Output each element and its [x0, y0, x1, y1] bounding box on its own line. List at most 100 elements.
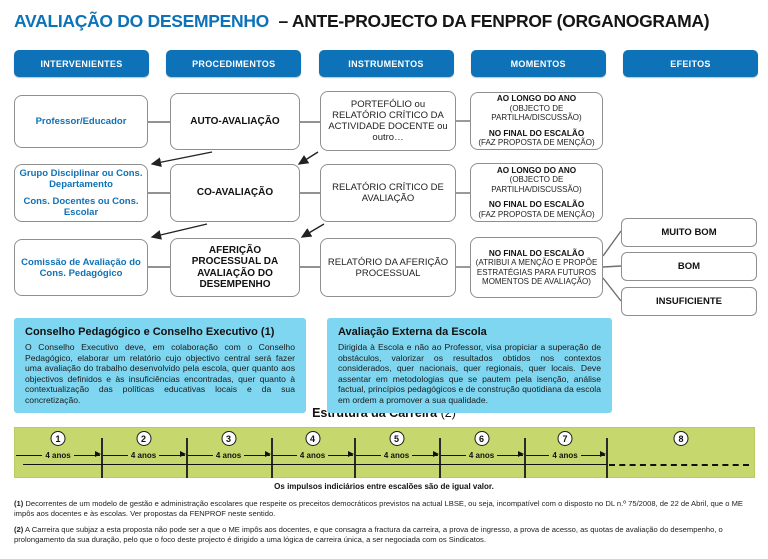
panel-avaliacao-externa: Avaliação Externa da Escola Dirigida à E… — [327, 318, 612, 413]
instrument-label: RELATÓRIO DA AFERIÇÃO PROCESSUAL — [327, 256, 449, 279]
actor-label: Cons. Docentes ou Cons. Escolar — [23, 196, 139, 218]
box-momentos-row3: NO FINAL DO ESCALÃO (ATRIBUI A MENÇÃO E … — [470, 237, 603, 298]
box-co-avaliacao: CO-AVALIAÇÃO — [170, 164, 300, 222]
moment-title: NO FINAL DO ESCALÃO — [488, 128, 585, 138]
line — [102, 454, 128, 456]
duration-label: 4 anos — [215, 450, 242, 460]
segment-divider — [186, 438, 188, 478]
duration-label: 4 anos — [45, 450, 71, 460]
moment-sub: (ATRIBUI A MENÇÃO E PROPÕE ESTRATÉGIAS P… — [475, 258, 598, 286]
career-duration: 4 anos — [525, 450, 607, 460]
effect-bom: BOM — [621, 252, 757, 281]
line — [16, 454, 43, 456]
duration-label: 4 anos — [552, 450, 578, 460]
line — [440, 454, 466, 456]
box-momentos-row1: AO LONGO DO ANO (OBJECTO DE PARTILHA/DIS… — [470, 92, 603, 150]
moment-sub: (OBJECTO DE PARTILHA/DISCUSSÃO) — [491, 175, 582, 194]
career-duration: 4 anos — [440, 450, 524, 460]
duration-label: 4 anos — [383, 450, 410, 460]
career-step-circle: 6 — [474, 431, 489, 446]
box-momentos-row2: AO LONGO DO ANO (OBJECTO DE PARTILHA/DIS… — [470, 163, 603, 222]
moment-title: NO FINAL DO ESCALÃO — [488, 248, 585, 258]
column-header-efeitos: EFEITOS — [623, 50, 758, 77]
arrow-right-icon — [412, 450, 439, 457]
career-duration: 4 anos — [102, 450, 186, 460]
panel-title: Conselho Pedagógico e Conselho Executivo… — [25, 326, 275, 338]
career-step-circle: 5 — [389, 431, 404, 446]
career-segment-1: 1 4 anos — [15, 428, 102, 477]
line — [272, 454, 297, 456]
box-relatorio-afericao: RELATÓRIO DA AFERIÇÃO PROCESSUAL — [320, 238, 456, 297]
column-header-momentos: MOMENTOS — [470, 50, 606, 77]
column-header-row: INTERVENIENTES PROCEDIMENTOS INSTRUMENTO… — [14, 50, 758, 77]
moment-group: NO FINAL DO ESCALÃO (FAZ PROPOSTA DE MEN… — [478, 129, 594, 148]
segment-divider — [524, 438, 526, 478]
career-duration: 4 anos — [16, 450, 102, 460]
box-grupo-disciplinar: Grupo Disciplinar ou Cons. Departamento … — [14, 164, 148, 222]
panel-body: O Conselho Executivo deve, em colaboraçã… — [25, 342, 295, 405]
line — [355, 454, 381, 456]
career-segment-3: 3 4 anos — [186, 428, 271, 477]
footnote-2: (2) A Carreira que subjaz a esta propost… — [14, 525, 756, 545]
moment-sub: (FAZ PROPOSTA DE MENÇÃO) — [478, 209, 595, 219]
moment-title: AO LONGO DO ANO — [496, 165, 577, 175]
career-step-circle: 3 — [221, 431, 236, 446]
box-afericao-processual: AFERIÇÃO PROCESSUAL DA AVALIAÇÃO DO DESE… — [170, 238, 300, 297]
actor-label: Professor/Educador — [35, 116, 127, 127]
arrow-right-icon — [159, 450, 186, 457]
career-segment-2: 2 4 anos — [101, 428, 186, 477]
career-baseline-dashed — [609, 464, 749, 466]
effect-insuficiente: INSUFICIENTE — [621, 287, 757, 316]
moment-group: NO FINAL DO ESCALÃO (ATRIBUI A MENÇÃO E … — [475, 249, 598, 287]
box-portefolio: PORTEFÓLIO ou RELATÓRIO CRÍTICO DA ACTIV… — [320, 91, 456, 151]
arrow-right-icon — [497, 450, 524, 457]
career-step-circle: 4 — [305, 431, 320, 446]
procedure-label: AUTO-AVALIAÇÃO — [190, 115, 280, 127]
segment-divider — [439, 438, 441, 478]
arrow-right-icon — [244, 450, 271, 457]
arrow-right-icon — [73, 450, 102, 457]
column-header-instrumentos: INSTRUMENTOS — [318, 50, 454, 77]
page-title-rest: – ANTE-PROJECTO DA FENPROF (ORGANOGRAMA) — [278, 11, 710, 31]
career-baseline — [23, 464, 607, 465]
page-title: AVALIAÇÃO DO DESEMPENHO – ANTE-PROJECTO … — [14, 11, 758, 32]
career-duration: 4 anos — [272, 450, 354, 460]
box-relatorio-critico: RELATÓRIO CRÍTICO DE AVALIAÇÃO — [320, 164, 456, 222]
career-step-circle: 1 — [50, 431, 66, 446]
page-title-highlight: AVALIAÇÃO DO DESEMPENHO — [14, 11, 269, 31]
footnote-marker: (2) — [14, 525, 24, 534]
procedure-label: CO-AVALIAÇÃO — [196, 187, 274, 199]
footnote-text: Decorrentes de um modelo de gestão e adm… — [14, 499, 743, 518]
footnote-marker: (1) — [14, 499, 24, 508]
actor-label: Grupo Disciplinar ou Cons. Departamento — [19, 168, 143, 190]
column-header-intervenientes: INTERVENIENTES — [14, 50, 149, 77]
career-segment-4: 4 4 anos — [271, 428, 354, 477]
career-segment-6: 6 4 anos — [439, 428, 524, 477]
career-duration: 4 anos — [355, 450, 439, 460]
segment-divider — [354, 438, 356, 478]
career-step-circle: 7 — [557, 431, 573, 446]
box-comissao-avaliacao: Comissão de Avaliação do Cons. Pedagógic… — [14, 239, 148, 296]
box-auto-avaliacao: AUTO-AVALIAÇÃO — [170, 93, 300, 150]
moment-group: AO LONGO DO ANO (OBJECTO DE PARTILHA/DIS… — [475, 94, 598, 123]
moment-group: NO FINAL DO ESCALÃO (FAZ PROPOSTA DE MEN… — [478, 200, 594, 219]
column-header-procedimentos: PROCEDIMENTOS — [166, 50, 302, 77]
instrument-label: RELATÓRIO CRÍTICO DE AVALIAÇÃO — [332, 182, 444, 204]
segment-divider — [101, 438, 103, 478]
arrow-right-icon — [328, 450, 354, 457]
career-timeline: 1 4 anos 2 4 anos 3 4 anos 4 4 anos 5 4 … — [14, 427, 755, 478]
panel-title: Avaliação Externa da Escola — [338, 326, 487, 338]
segment-divider — [606, 438, 608, 478]
career-duration: 4 anos — [187, 450, 271, 460]
line — [525, 454, 550, 456]
panel-body: Dirigida à Escola e não ao Professor, vi… — [338, 342, 601, 405]
career-segment-7: 7 4 anos — [524, 428, 607, 477]
moment-title: AO LONGO DO ANO — [496, 94, 577, 104]
career-segment-5: 5 4 anos — [354, 428, 439, 477]
arrow-right-icon — [580, 450, 607, 457]
duration-label: 4 anos — [299, 450, 326, 460]
effect-muito-bom: MUITO BOM — [621, 218, 757, 247]
procedure-label: AFERIÇÃO PROCESSUAL DA AVALIAÇÃO DO DESE… — [191, 244, 279, 291]
career-segment-8: 8 — [606, 428, 756, 477]
career-note: Os impulsos indiciários entre escalões s… — [274, 482, 494, 491]
